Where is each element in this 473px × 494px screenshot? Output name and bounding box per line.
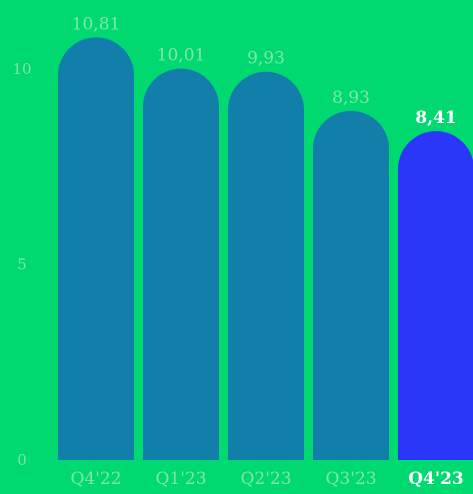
x-tick-label: Q4'22 bbox=[70, 469, 121, 489]
bar-q4-22 bbox=[58, 37, 134, 460]
y-axis: 0 5 10 bbox=[12, 60, 31, 469]
x-axis: Q4'22 Q1'23 Q2'23 Q3'23 Q4'23 bbox=[70, 469, 463, 489]
bar-q2-23 bbox=[228, 71, 304, 460]
y-tick-label: 5 bbox=[17, 256, 27, 274]
bar-q4-23 bbox=[398, 131, 473, 460]
data-label: 8,93 bbox=[332, 88, 370, 108]
data-label: 10,81 bbox=[72, 14, 121, 34]
data-labels: 10,81 10,01 9,93 8,93 8,41 bbox=[72, 14, 457, 128]
data-label: 8,41 bbox=[415, 108, 456, 128]
y-tick-label: 10 bbox=[12, 60, 31, 78]
bar-q3-23 bbox=[313, 110, 389, 460]
x-tick-label: Q2'23 bbox=[240, 469, 291, 489]
x-tick-label: Q3'23 bbox=[325, 469, 376, 489]
bars bbox=[58, 37, 473, 460]
data-label: 9,93 bbox=[247, 49, 285, 69]
data-label: 10,01 bbox=[157, 46, 206, 66]
y-tick-label: 0 bbox=[17, 451, 27, 469]
bar-q1-23 bbox=[143, 68, 219, 460]
x-tick-label: Q1'23 bbox=[155, 469, 206, 489]
x-tick-label: Q4'23 bbox=[408, 469, 464, 489]
